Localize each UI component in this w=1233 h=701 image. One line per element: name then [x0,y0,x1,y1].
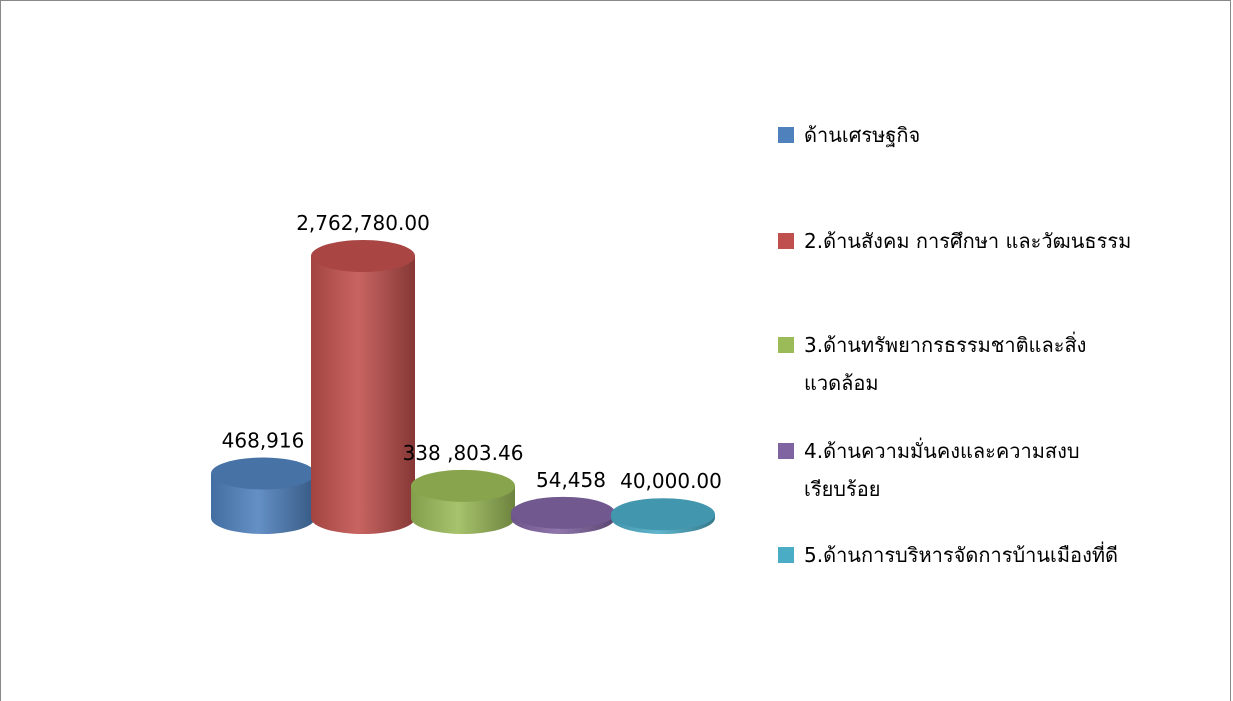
data-label: 468,916 [222,429,305,453]
legend-swatch [778,127,794,143]
legend-item: 3.ด้านทรัพยากรธรรมชาติและสิ่งแวดล้อม [778,326,1138,402]
cylinder-body [311,256,415,534]
data-label: 2,762,780.00 [296,211,430,235]
data-label: 40,000.00 [620,469,722,493]
legend-item: 2.ด้านสังคม การศึกษา และวัฒนธรรม [778,222,1138,260]
cylinder [411,469,515,534]
cylinder-top [611,498,715,531]
legend-label: 5.ด้านการบริหารจัดการบ้านเมืองที่ดี [804,543,1119,567]
legend-item: 4.ด้านความมั่นคงและความสงบเรียบร้อย [778,432,1138,508]
legend-item: 5.ด้านการบริหารจัดการบ้านเมืองที่ดี [778,536,1138,574]
legend-label: 4.ด้านความมั่นคงและความสงบเรียบร้อย [804,439,1080,501]
legend-swatch [778,337,794,353]
cylinder [611,498,715,534]
data-label: 338 ,803.46 [403,441,524,465]
cylinder-top [211,457,315,490]
legend-item: ด้านเศรษฐกิจ [778,116,1138,154]
legend-label: 2.ด้านสังคม การศึกษา และวัฒนธรรม [804,229,1132,253]
legend-label: ด้านเศรษฐกิจ [804,123,921,147]
cylinder-top [511,496,615,529]
legend-label: 3.ด้านทรัพยากรธรรมชาติและสิ่งแวดล้อม [804,333,1087,395]
legend-swatch [778,547,794,563]
legend-swatch [778,233,794,249]
cylinder-top [311,240,415,272]
data-label: 54,458 [536,468,606,492]
cylinder [211,457,315,534]
cylinder-top [411,469,515,502]
cylinder-body [211,473,315,534]
legend-swatch [778,443,794,459]
cylinder [311,240,415,534]
cylinder [511,496,615,534]
